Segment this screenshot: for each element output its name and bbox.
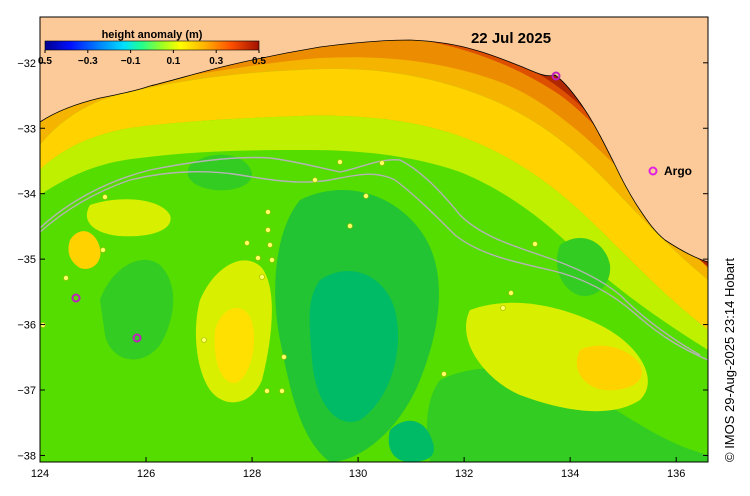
altimeter-track-north	[40, 156, 701, 356]
colorbar-tick-label: 0.5	[252, 56, 266, 67]
map-plot-area	[40, 17, 708, 462]
argo-float-3[interactable]	[551, 71, 561, 81]
argo-legend-icon	[648, 166, 658, 176]
colorbar-tick-label: −0.3	[78, 56, 98, 67]
argo-float-1[interactable]	[71, 293, 81, 303]
x-tick-label: 128	[243, 468, 261, 480]
anomaly-patch-teal-south	[388, 420, 434, 462]
legend: height anomaly (m) 0.5 −0.3 −0.1 0.1 0.3 0.5	[38, 29, 266, 67]
anomaly-patch-gold-southwest	[214, 308, 255, 383]
x-tick-label: 132	[455, 468, 473, 480]
x-axis: 124 126 128 130 132 134 136	[31, 457, 685, 480]
imos-credit: © IMOS 29-Aug-2025 23:14 Hobart	[722, 258, 737, 462]
anomaly-patch-green-west	[100, 259, 174, 360]
anomaly-patch-gold-west	[68, 231, 101, 269]
y-tick-label: −34	[17, 189, 36, 201]
y-tick-label: −32	[17, 58, 36, 70]
y-tick-label: −36	[17, 320, 36, 332]
anomaly-patch-yellow-north	[86, 199, 171, 237]
plot-frame	[39, 16, 709, 463]
legend-title: height anomaly (m)	[102, 29, 203, 41]
colorbar-tick-label: 0.5	[38, 56, 52, 67]
colorbar-ticks: 0.5 −0.3 −0.1 0.1 0.3 0.5	[38, 50, 266, 67]
y-axis: −32 −33 −34 −35 −36 −37 −38	[17, 58, 708, 462]
y-tick-label: −35	[17, 254, 36, 266]
colorbar-tick-label: −0.1	[121, 56, 141, 67]
colorbar-tick-label: 0.1	[166, 56, 180, 67]
x-tick-label: 124	[31, 468, 49, 480]
anomaly-patch-green-east	[556, 237, 611, 296]
x-tick-label: 134	[561, 468, 579, 480]
colorbar	[44, 40, 260, 51]
argo-markers[interactable]	[71, 71, 561, 343]
observation-dots	[40, 159, 538, 394]
colorbar-tick-label: 0.3	[209, 56, 223, 67]
x-tick-label: 136	[667, 468, 685, 480]
x-tick-label: 130	[349, 468, 367, 480]
anomaly-band-lime	[40, 115, 708, 351]
anomaly-patch-teal-central	[309, 271, 399, 422]
y-tick-label: −37	[17, 385, 36, 397]
argo-legend-label: Argo	[664, 164, 692, 178]
anomaly-patch-gold-east	[576, 345, 642, 391]
argo-legend: Argo	[648, 164, 692, 178]
y-tick-label: −33	[17, 123, 36, 135]
altimeter-track-south	[40, 171, 708, 361]
x-tick-label: 126	[137, 468, 155, 480]
anomaly-patch-green-southeast	[427, 368, 708, 462]
y-tick-label: −38	[17, 450, 36, 462]
argo-float-2[interactable]	[132, 333, 142, 343]
map-date: 22 Jul 2025	[471, 30, 551, 47]
anomaly-band-yellow	[40, 68, 708, 330]
